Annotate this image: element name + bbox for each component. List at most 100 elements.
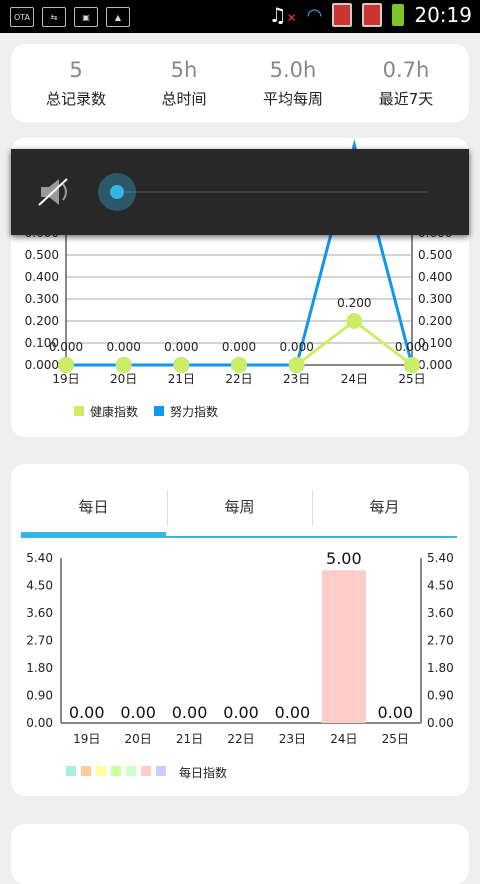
x-tick-label: 19日 (73, 732, 100, 746)
stat-value: 5.0h (269, 58, 317, 82)
stat-label: 最近7天 (378, 90, 434, 108)
data-label: 0.000 (279, 340, 313, 354)
stat-value: 5 (69, 58, 83, 82)
y-tick-label-right: 0.300 (418, 292, 452, 306)
x-tick-label: 22日 (225, 372, 252, 386)
y-tick-label-right: 0.500 (418, 248, 452, 262)
y-tick-label-left: 0.00 (26, 716, 53, 730)
tab-baseline (21, 536, 457, 538)
data-label: 0.200 (337, 296, 371, 310)
battery-icon (392, 4, 405, 26)
data-point-0 (346, 313, 363, 329)
sim2-icon (362, 3, 383, 27)
data-point-0 (231, 357, 247, 373)
legend-swatch (96, 766, 106, 776)
y-tick-label-left: 0.200 (25, 314, 59, 328)
legend-label: 健康指数 (90, 404, 138, 419)
x-tick-label: 24日 (341, 372, 368, 386)
y-tick-label-right: 0.90 (427, 689, 454, 703)
x-tick-label: 23日 (283, 372, 310, 386)
x-tick-label: 23日 (279, 732, 306, 746)
data-label: 0.000 (164, 340, 198, 354)
android-debug-icon: ▣ (74, 7, 98, 27)
legend-swatch (74, 406, 84, 416)
stat-last-7-days: 0.7h 最近7天 (351, 58, 461, 109)
y-tick-label-left: 4.50 (26, 579, 53, 593)
stat-weekly-average: 5.0h 平均每周 (238, 58, 348, 109)
ota-icon: OTA (10, 7, 34, 27)
y-tick-label-right: 4.50 (427, 579, 454, 593)
x-tick-label: 24日 (330, 732, 357, 746)
y-tick-label-right: 0.100 (418, 336, 452, 350)
volume-overlay (11, 149, 469, 235)
tab-label: 每月 (369, 498, 400, 516)
stat-label: 总记录数 (45, 90, 106, 108)
music-muted-icon: ♫✕ (268, 3, 297, 27)
legend-swatch (126, 766, 136, 776)
y-tick-label-left: 0.500 (25, 248, 59, 262)
y-tick-label-left: 0.000 (25, 358, 59, 372)
x-tick-label: 22日 (227, 732, 254, 746)
stat-total-time: 5h 总时间 (129, 58, 239, 109)
y-tick-label-right: 5.40 (427, 551, 454, 565)
tab-divider (167, 490, 168, 526)
y-tick-label-right: 0.200 (418, 314, 452, 328)
tab-weekly[interactable]: 每周 (167, 484, 312, 534)
x-tick-label: 25日 (382, 732, 409, 746)
y-tick-label-left: 1.80 (26, 661, 53, 675)
bar (321, 570, 366, 723)
bar-chart: 0.00 0.00 0.90 0.90 1.80 1.80 2.70 2.70 3.60 3.60… (26, 549, 454, 780)
summary-card: 5 总记录数 5h 总时间 5.0h 平均每周 0.7h 最近7天 (11, 44, 469, 122)
y-tick-label-left: 0.300 (25, 292, 59, 306)
y-tick-label-right: 3.60 (427, 606, 454, 620)
volume-slider-thumb[interactable] (98, 173, 136, 211)
bar-value-label: 0.00 (275, 703, 311, 722)
data-point-0 (288, 357, 305, 373)
legend-swatch (141, 766, 151, 776)
usb-icon: ⇆ (42, 7, 66, 27)
y-tick-label-left: 5.40 (26, 551, 53, 565)
status-bar: OTA ⇆ ▣ ▲ ♫✕ ◠ 20:19 (0, 0, 480, 33)
data-point-0 (115, 357, 132, 373)
sim1-icon (332, 3, 353, 27)
bar-value-label: 0.00 (120, 703, 156, 722)
next-card (11, 824, 469, 884)
data-label: 0.000 (395, 340, 429, 354)
x-tick-label: 25日 (398, 372, 425, 386)
data-label: 0.000 (49, 340, 83, 354)
image-icon: ▲ (106, 7, 130, 27)
x-tick-label: 19日 (52, 372, 79, 386)
tab-daily[interactable]: 每日 (21, 484, 166, 534)
stat-value: 0.7h (382, 58, 430, 82)
legend-label: 每日指数 (179, 765, 227, 780)
data-label: 0.000 (106, 340, 140, 354)
y-tick-label-left: 0.100 (25, 336, 59, 350)
stat-label: 平均每周 (262, 90, 323, 108)
tab-selected-indicator (21, 532, 166, 538)
legend-label: 努力指数 (170, 404, 218, 419)
data-label: 0.000 (222, 340, 256, 354)
bar-value-label: 0.00 (69, 703, 105, 722)
data-point-0 (173, 357, 190, 373)
y-tick-label-left: 0.90 (26, 689, 53, 703)
tab-monthly[interactable]: 每月 (312, 484, 457, 534)
period-tabs: 每日 每周 每月 (21, 484, 457, 538)
stat-total-records: 5 总记录数 (21, 58, 131, 109)
bar-value-label: 0.00 (377, 703, 413, 722)
bar-value-label: 0.00 (172, 703, 208, 722)
legend-swatch (111, 766, 121, 776)
y-tick-label-right: 1.80 (427, 661, 454, 675)
stat-value: 5h (170, 58, 198, 82)
y-tick-label-right: 0.00 (427, 716, 454, 730)
x-tick-label: 21日 (176, 732, 203, 746)
legend-swatch (66, 766, 76, 776)
bar-chart-card: 每日 每周 每月 0.00 0.00 0.90 0.90 1.80 1.80 2.70 2.7… (11, 464, 469, 796)
bar-value-label: 5.00 (326, 549, 362, 568)
data-point-0 (404, 357, 420, 373)
speaker-muted-icon[interactable] (38, 178, 68, 206)
y-tick-label-left: 2.70 (26, 634, 53, 648)
tab-label: 每周 (224, 498, 255, 516)
y-tick-label-right: 2.70 (427, 634, 454, 648)
stat-label: 总时间 (161, 90, 207, 108)
